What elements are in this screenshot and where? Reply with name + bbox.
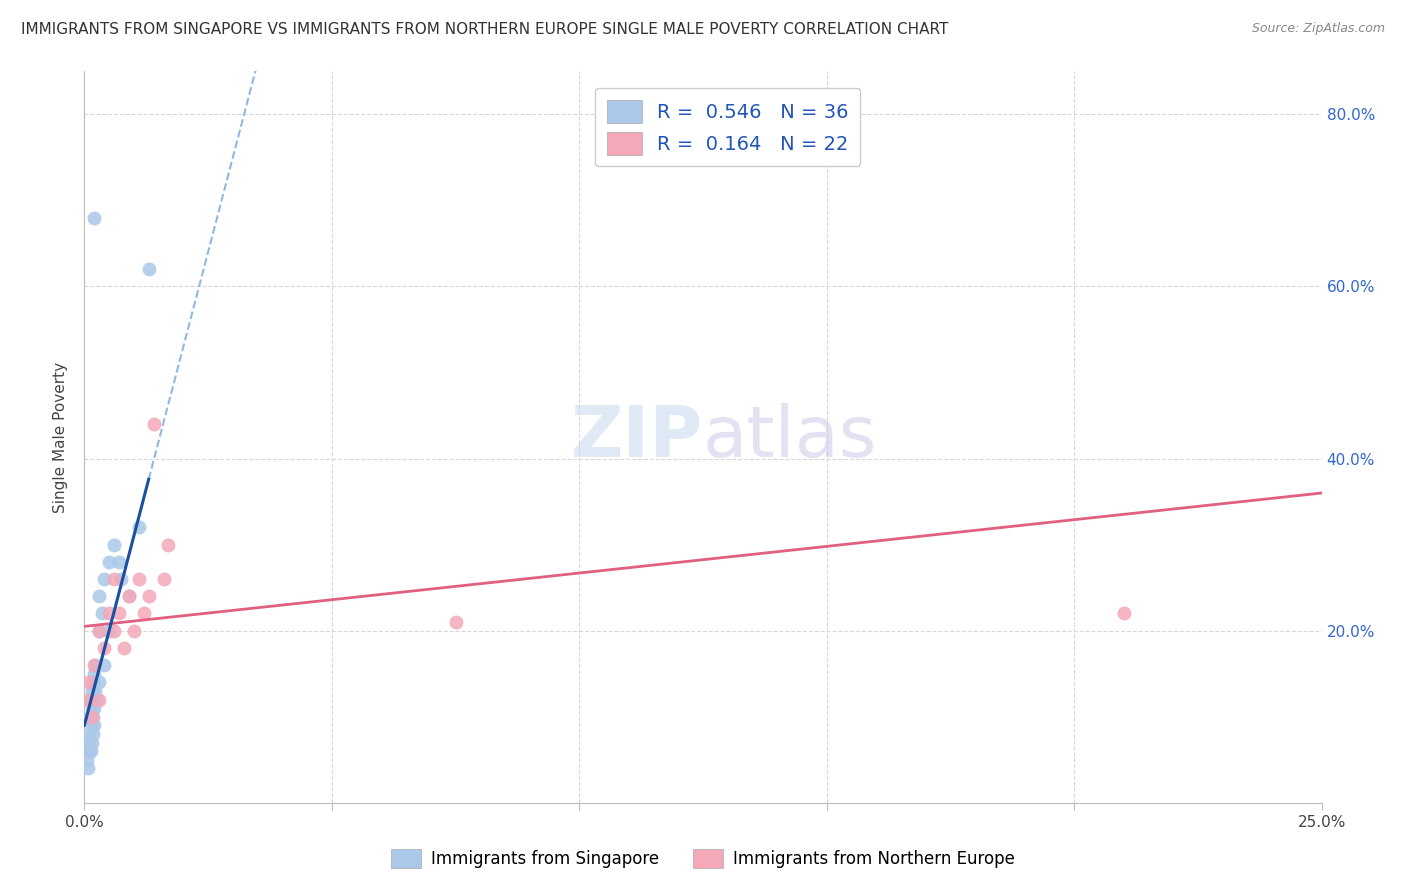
- Point: [118, 589, 141, 603]
- Point: [83, 211, 105, 225]
- Point: [122, 624, 145, 638]
- Point: [83, 658, 105, 673]
- Point: [138, 262, 160, 277]
- Point: [82, 701, 104, 715]
- Text: ZIP: ZIP: [571, 402, 703, 472]
- Point: [80, 735, 103, 749]
- Point: [79, 675, 101, 690]
- Point: [79, 727, 101, 741]
- Point: [93, 640, 115, 655]
- Point: [80, 710, 103, 724]
- Point: [157, 538, 180, 552]
- Point: [142, 417, 165, 432]
- Point: [80, 684, 103, 698]
- Point: [82, 710, 104, 724]
- Point: [80, 744, 103, 758]
- Legend: R =  0.546   N = 36, R =  0.164   N = 22: R = 0.546 N = 36, R = 0.164 N = 22: [595, 88, 860, 167]
- Point: [84, 658, 107, 673]
- Point: [82, 727, 104, 741]
- Point: [128, 520, 150, 534]
- Point: [83, 692, 105, 706]
- Point: [89, 624, 111, 638]
- Point: [89, 692, 111, 706]
- Point: [77, 692, 100, 706]
- Point: [103, 538, 125, 552]
- Point: [152, 572, 174, 586]
- Point: [118, 589, 141, 603]
- Point: [76, 753, 98, 767]
- Point: [82, 675, 104, 690]
- Text: IMMIGRANTS FROM SINGAPORE VS IMMIGRANTS FROM NORTHERN EUROPE SINGLE MALE POVERTY: IMMIGRANTS FROM SINGAPORE VS IMMIGRANTS …: [21, 22, 949, 37]
- Point: [444, 615, 467, 629]
- Point: [98, 607, 121, 621]
- Point: [103, 572, 125, 586]
- Point: [77, 761, 100, 775]
- Point: [138, 589, 160, 603]
- Point: [110, 572, 132, 586]
- Legend: Immigrants from Singapore, Immigrants from Northern Europe: Immigrants from Singapore, Immigrants fr…: [385, 842, 1021, 875]
- Point: [108, 555, 131, 569]
- Point: [89, 675, 111, 690]
- Point: [1112, 607, 1135, 621]
- Y-axis label: Single Male Poverty: Single Male Poverty: [53, 361, 69, 513]
- Point: [108, 607, 131, 621]
- Point: [80, 692, 103, 706]
- Point: [76, 735, 98, 749]
- Point: [84, 684, 107, 698]
- Point: [93, 658, 115, 673]
- Point: [83, 666, 105, 681]
- Point: [89, 624, 111, 638]
- Point: [90, 607, 112, 621]
- Point: [83, 701, 105, 715]
- Point: [89, 589, 111, 603]
- Point: [83, 718, 105, 732]
- Point: [79, 710, 101, 724]
- Point: [79, 744, 101, 758]
- Point: [128, 572, 150, 586]
- Point: [86, 692, 108, 706]
- Point: [132, 607, 155, 621]
- Point: [112, 640, 135, 655]
- Point: [98, 555, 121, 569]
- Point: [80, 718, 103, 732]
- Point: [98, 624, 121, 638]
- Text: Source: ZipAtlas.com: Source: ZipAtlas.com: [1251, 22, 1385, 36]
- Point: [103, 624, 125, 638]
- Text: atlas: atlas: [703, 402, 877, 472]
- Point: [93, 572, 115, 586]
